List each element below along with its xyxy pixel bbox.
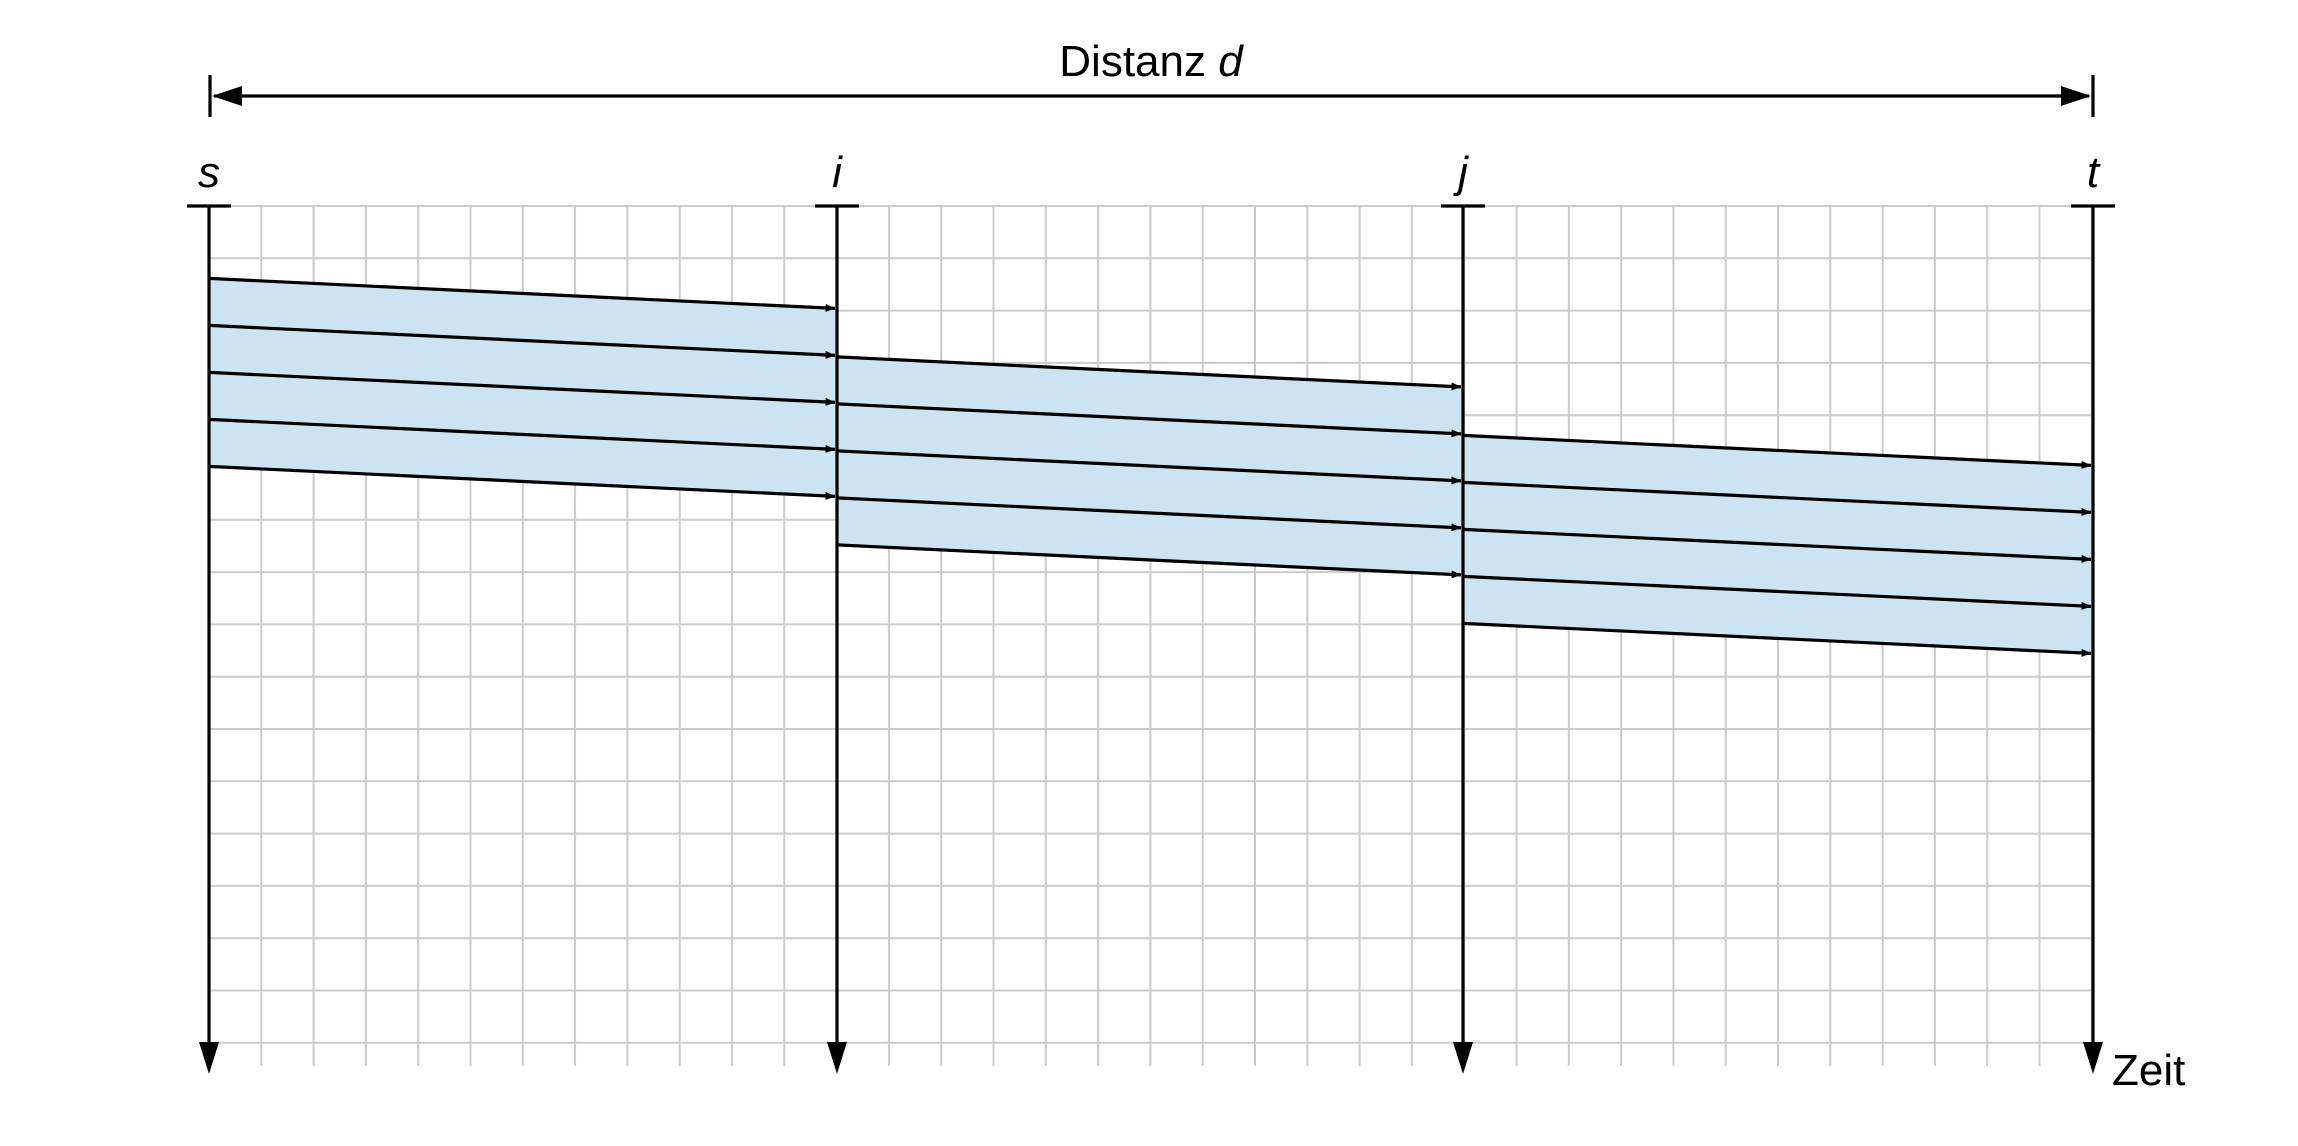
packet-arrow bbox=[1462, 621, 2092, 657]
packet-arrow bbox=[836, 402, 1462, 438]
time-axis-label: Zeit bbox=[2112, 1046, 2185, 1095]
packet-arrow bbox=[208, 276, 836, 312]
packet-arrow bbox=[208, 323, 836, 359]
node-label-t: t bbox=[2087, 148, 2101, 197]
node-label-i: i bbox=[832, 148, 843, 197]
packet-arrow bbox=[1462, 574, 2092, 610]
packet-arrow bbox=[1462, 480, 2092, 516]
time-arrow-head-j bbox=[1453, 1042, 1473, 1074]
distance-arrow-left-head bbox=[212, 86, 242, 106]
packet-arrow bbox=[1462, 433, 2092, 469]
distance-indicator: Distanz d bbox=[208, 37, 2095, 117]
packet-arrow bbox=[836, 543, 1462, 579]
node-label-s: s bbox=[198, 148, 220, 197]
time-arrow-head-t bbox=[2083, 1042, 2103, 1074]
distance-label-prefix: Distanz bbox=[1059, 37, 1218, 86]
packet-arrow bbox=[1462, 527, 2092, 563]
node-label-j: j bbox=[1453, 148, 1469, 197]
node-time-axes bbox=[187, 204, 2115, 1074]
packet-arrow bbox=[208, 417, 836, 453]
packet-arrow bbox=[208, 464, 836, 500]
time-arrow-head-i bbox=[827, 1042, 847, 1074]
distance-label: Distanz d bbox=[1059, 37, 1244, 86]
distance-label-variable: d bbox=[1218, 37, 1244, 86]
packet-arrow bbox=[836, 496, 1462, 532]
packet-arrow bbox=[208, 370, 836, 406]
distance-arrow-right-head bbox=[2061, 86, 2091, 106]
packet-arrow bbox=[836, 355, 1462, 391]
packet-arrow bbox=[836, 449, 1462, 485]
time-arrow-head-s bbox=[199, 1042, 219, 1074]
packet-arrows bbox=[208, 276, 2092, 657]
